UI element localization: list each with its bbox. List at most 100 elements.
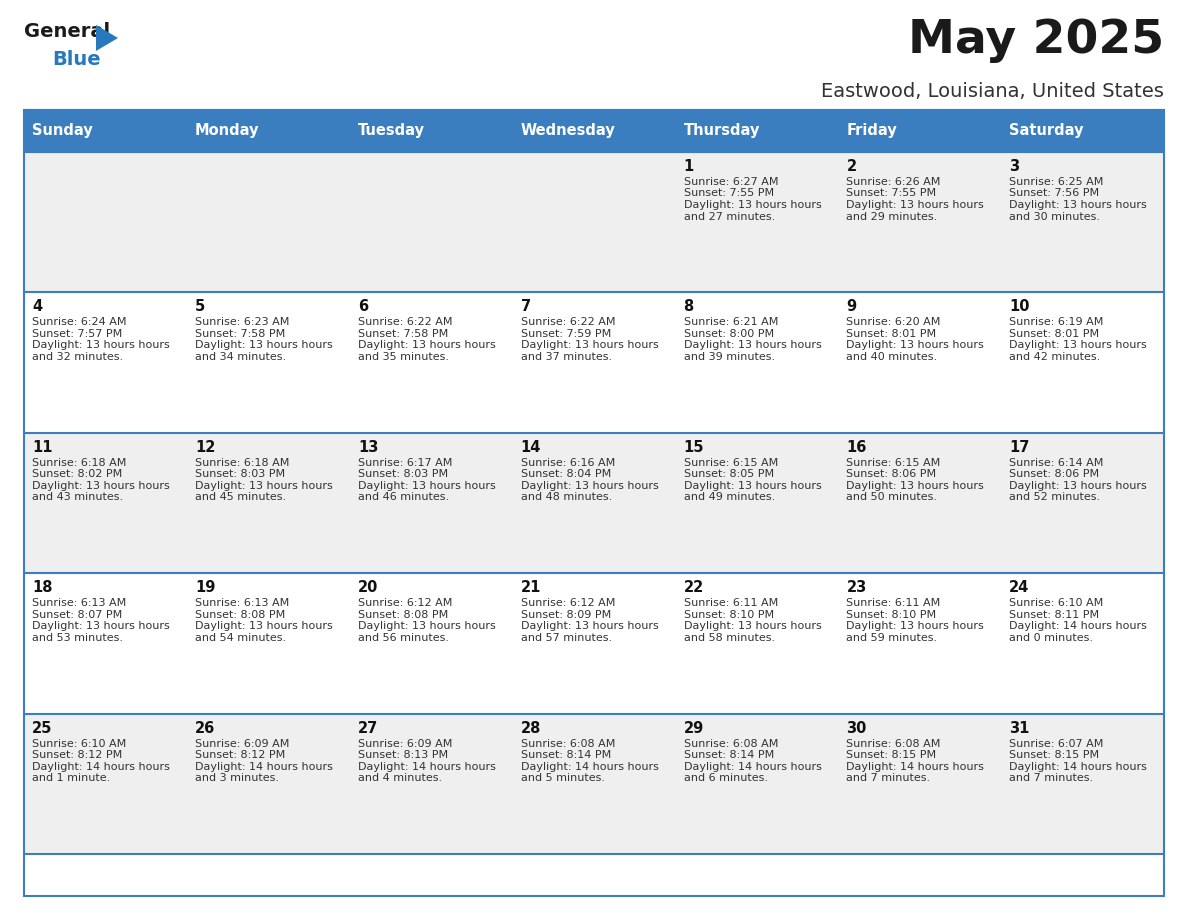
- Bar: [839, 110, 1001, 152]
- Text: Sunset: 8:12 PM: Sunset: 8:12 PM: [32, 750, 122, 760]
- Text: Daylight: 13 hours hours: Daylight: 13 hours hours: [358, 341, 495, 351]
- Text: Daylight: 13 hours hours: Daylight: 13 hours hours: [195, 341, 333, 351]
- Text: 8: 8: [683, 299, 694, 314]
- Text: 11: 11: [32, 440, 52, 454]
- Text: and 39 minutes.: and 39 minutes.: [683, 352, 775, 362]
- Text: 3: 3: [1010, 159, 1019, 174]
- Text: and 43 minutes.: and 43 minutes.: [32, 492, 124, 502]
- Text: Sunrise: 6:27 AM: Sunrise: 6:27 AM: [683, 177, 778, 187]
- Text: and 29 minutes.: and 29 minutes.: [846, 211, 937, 221]
- Text: 31: 31: [1010, 721, 1030, 735]
- Text: and 4 minutes.: and 4 minutes.: [358, 773, 442, 783]
- Text: Sunset: 8:08 PM: Sunset: 8:08 PM: [358, 610, 448, 620]
- Text: Daylight: 14 hours hours: Daylight: 14 hours hours: [195, 762, 333, 772]
- Bar: [24, 713, 187, 854]
- Text: Sunrise: 6:26 AM: Sunrise: 6:26 AM: [846, 177, 941, 187]
- Text: 22: 22: [683, 580, 703, 595]
- Text: 17: 17: [1010, 440, 1030, 454]
- Bar: [187, 713, 349, 854]
- Text: Sunrise: 6:14 AM: Sunrise: 6:14 AM: [1010, 458, 1104, 468]
- Text: Sunrise: 6:22 AM: Sunrise: 6:22 AM: [358, 318, 453, 328]
- Bar: [512, 152, 676, 293]
- Text: and 42 minutes.: and 42 minutes.: [1010, 352, 1100, 362]
- Bar: [24, 152, 187, 293]
- Text: and 46 minutes.: and 46 minutes.: [358, 492, 449, 502]
- Text: Sunset: 8:09 PM: Sunset: 8:09 PM: [520, 610, 611, 620]
- Bar: [676, 293, 839, 432]
- Bar: [512, 432, 676, 573]
- Text: and 49 minutes.: and 49 minutes.: [683, 492, 775, 502]
- Text: and 45 minutes.: and 45 minutes.: [195, 492, 286, 502]
- Text: 20: 20: [358, 580, 378, 595]
- Text: and 7 minutes.: and 7 minutes.: [1010, 773, 1093, 783]
- Text: and 35 minutes.: and 35 minutes.: [358, 352, 449, 362]
- Text: Eastwood, Louisiana, United States: Eastwood, Louisiana, United States: [821, 82, 1164, 101]
- Text: Sunset: 8:15 PM: Sunset: 8:15 PM: [1010, 750, 1099, 760]
- Text: and 40 minutes.: and 40 minutes.: [846, 352, 937, 362]
- Text: 16: 16: [846, 440, 867, 454]
- Text: Daylight: 13 hours hours: Daylight: 13 hours hours: [32, 481, 170, 491]
- Text: Sunrise: 6:18 AM: Sunrise: 6:18 AM: [195, 458, 290, 468]
- Bar: [1001, 432, 1164, 573]
- Bar: [512, 713, 676, 854]
- Text: 23: 23: [846, 580, 867, 595]
- Text: 19: 19: [195, 580, 215, 595]
- Text: 28: 28: [520, 721, 541, 735]
- Text: Sunset: 8:01 PM: Sunset: 8:01 PM: [846, 329, 936, 339]
- Text: Sunrise: 6:20 AM: Sunrise: 6:20 AM: [846, 318, 941, 328]
- Text: and 34 minutes.: and 34 minutes.: [195, 352, 286, 362]
- Text: Daylight: 13 hours hours: Daylight: 13 hours hours: [32, 621, 170, 632]
- Text: Daylight: 13 hours hours: Daylight: 13 hours hours: [195, 621, 333, 632]
- Text: Thursday: Thursday: [683, 124, 760, 139]
- Text: and 57 minutes.: and 57 minutes.: [520, 633, 612, 643]
- Text: Daylight: 13 hours hours: Daylight: 13 hours hours: [520, 481, 658, 491]
- Text: Sunset: 8:03 PM: Sunset: 8:03 PM: [195, 469, 285, 479]
- Text: Sunset: 7:55 PM: Sunset: 7:55 PM: [846, 188, 936, 198]
- Text: Monday: Monday: [195, 124, 259, 139]
- Text: Daylight: 13 hours hours: Daylight: 13 hours hours: [683, 200, 821, 210]
- Text: Daylight: 13 hours hours: Daylight: 13 hours hours: [1010, 341, 1148, 351]
- Text: May 2025: May 2025: [908, 18, 1164, 63]
- Bar: [1001, 152, 1164, 293]
- Bar: [512, 110, 676, 152]
- Text: Sunset: 8:00 PM: Sunset: 8:00 PM: [683, 329, 773, 339]
- Bar: [1001, 293, 1164, 432]
- Bar: [839, 152, 1001, 293]
- Bar: [349, 110, 512, 152]
- Bar: [187, 432, 349, 573]
- Text: Daylight: 13 hours hours: Daylight: 13 hours hours: [358, 621, 495, 632]
- Bar: [349, 152, 512, 293]
- Text: 9: 9: [846, 299, 857, 314]
- Text: Daylight: 14 hours hours: Daylight: 14 hours hours: [846, 762, 985, 772]
- Text: Sunset: 7:58 PM: Sunset: 7:58 PM: [358, 329, 448, 339]
- Text: Daylight: 13 hours hours: Daylight: 13 hours hours: [358, 481, 495, 491]
- Text: Sunset: 8:11 PM: Sunset: 8:11 PM: [1010, 610, 1099, 620]
- Text: Sunrise: 6:11 AM: Sunrise: 6:11 AM: [683, 599, 778, 609]
- Bar: [187, 293, 349, 432]
- Text: Daylight: 13 hours hours: Daylight: 13 hours hours: [520, 621, 658, 632]
- Bar: [676, 152, 839, 293]
- Text: Sunrise: 6:08 AM: Sunrise: 6:08 AM: [520, 739, 615, 748]
- Text: and 0 minutes.: and 0 minutes.: [1010, 633, 1093, 643]
- Bar: [349, 713, 512, 854]
- Text: 15: 15: [683, 440, 704, 454]
- Text: 18: 18: [32, 580, 52, 595]
- Text: 30: 30: [846, 721, 867, 735]
- Text: Sunset: 8:12 PM: Sunset: 8:12 PM: [195, 750, 285, 760]
- Text: Sunset: 8:08 PM: Sunset: 8:08 PM: [195, 610, 285, 620]
- Bar: [839, 293, 1001, 432]
- Text: Daylight: 14 hours hours: Daylight: 14 hours hours: [358, 762, 495, 772]
- Text: Daylight: 13 hours hours: Daylight: 13 hours hours: [32, 341, 170, 351]
- Text: Sunrise: 6:18 AM: Sunrise: 6:18 AM: [32, 458, 126, 468]
- Bar: [24, 432, 187, 573]
- Text: 21: 21: [520, 580, 541, 595]
- Text: Daylight: 13 hours hours: Daylight: 13 hours hours: [846, 621, 984, 632]
- Text: and 27 minutes.: and 27 minutes.: [683, 211, 775, 221]
- Text: Daylight: 14 hours hours: Daylight: 14 hours hours: [683, 762, 821, 772]
- Text: Wednesday: Wednesday: [520, 124, 615, 139]
- Text: Sunset: 8:14 PM: Sunset: 8:14 PM: [520, 750, 611, 760]
- Polygon shape: [96, 25, 118, 51]
- Text: and 58 minutes.: and 58 minutes.: [683, 633, 775, 643]
- Text: 2: 2: [846, 159, 857, 174]
- Text: Sunrise: 6:19 AM: Sunrise: 6:19 AM: [1010, 318, 1104, 328]
